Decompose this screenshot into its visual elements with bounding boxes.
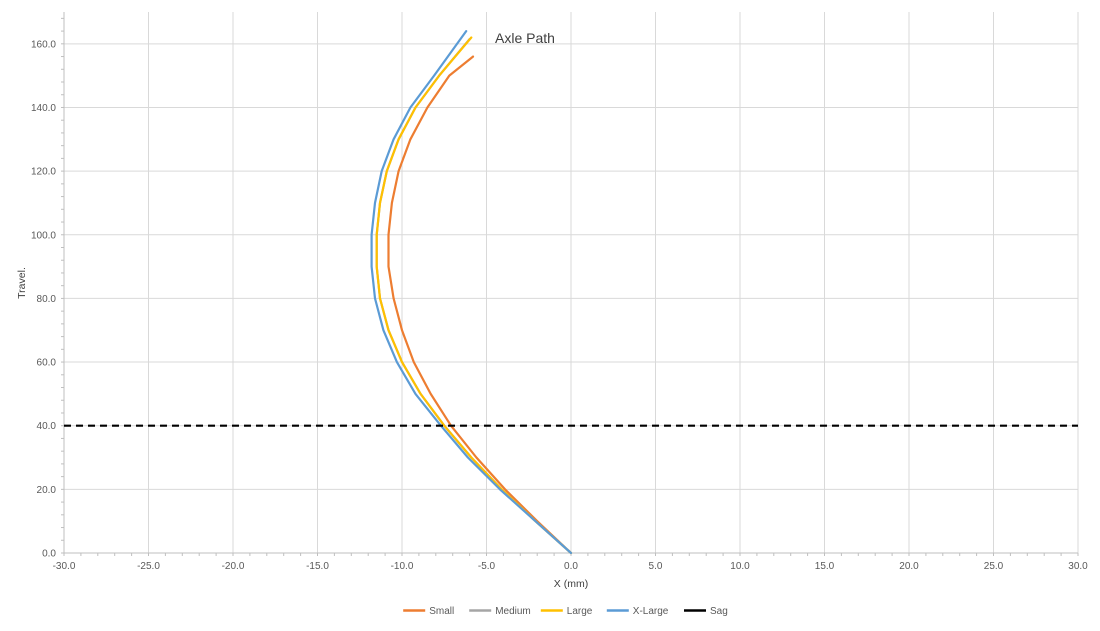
x-tick-labels: -30.0 -25.0 -20.0 -15.0 -10.0 -5.0 0.0 5.0 10.0 1… — [53, 561, 1089, 572]
legend-item: Large — [540, 606, 593, 617]
x-tick-label: 20.0 — [899, 561, 919, 572]
x-tick-label: 5.0 — [649, 561, 663, 572]
series-line-large — [375, 36, 573, 555]
y-tick-label: 100.0 — [31, 230, 56, 241]
x-tick-label: -20.0 — [222, 561, 245, 572]
legend-item: X-Large — [606, 606, 669, 617]
y-tick-label: 0.0 — [42, 549, 56, 560]
y-tick-labels: 0.0 20.0 40.0 60.0 80.0 100.0 120.0 140.0 160.0 — [31, 39, 56, 559]
legend-label: Small — [429, 606, 454, 617]
gridlines — [63, 12, 1079, 554]
y-axis-title: Travel. — [16, 267, 28, 299]
legend-item: Small — [403, 606, 454, 617]
y-tick-label: 160.0 — [31, 39, 56, 50]
y-tick-label: 20.0 — [37, 485, 57, 496]
x-tick-label: -30.0 — [53, 561, 76, 572]
x-tick-label: 30.0 — [1068, 561, 1088, 572]
legend-item: Sag — [684, 606, 728, 617]
y-tick-label: 60.0 — [37, 358, 57, 369]
y-tick-label: 40.0 — [37, 421, 57, 432]
x-axis-title: X (mm) — [554, 578, 588, 590]
x-tick-label: 10.0 — [730, 561, 750, 572]
x-tick-label: -5.0 — [478, 561, 496, 572]
series-lines — [64, 30, 1078, 555]
legend-item: Medium — [469, 606, 531, 617]
chart-title: Axle Path — [495, 30, 555, 46]
y-tick-label: 140.0 — [31, 103, 56, 114]
x-tick-label: 15.0 — [815, 561, 835, 572]
legend-label: Sag — [710, 606, 728, 617]
legend-label: Medium — [495, 606, 531, 617]
x-tick-label: -25.0 — [137, 561, 160, 572]
legend: Small Medium Large X-Large Sag — [403, 606, 728, 617]
y-tick-label: 120.0 — [31, 167, 56, 178]
series-line-x-large — [370, 30, 573, 555]
axes — [61, 12, 1079, 556]
x-tick-label: -10.0 — [391, 561, 414, 572]
x-tick-label: 0.0 — [564, 561, 578, 572]
x-tick-label: -15.0 — [306, 561, 329, 572]
y-tick-label: 80.0 — [37, 294, 57, 305]
legend-label: X-Large — [633, 606, 669, 617]
legend-label: Large — [567, 606, 593, 617]
series-line-small — [387, 55, 573, 555]
x-tick-label: 25.0 — [984, 561, 1004, 572]
